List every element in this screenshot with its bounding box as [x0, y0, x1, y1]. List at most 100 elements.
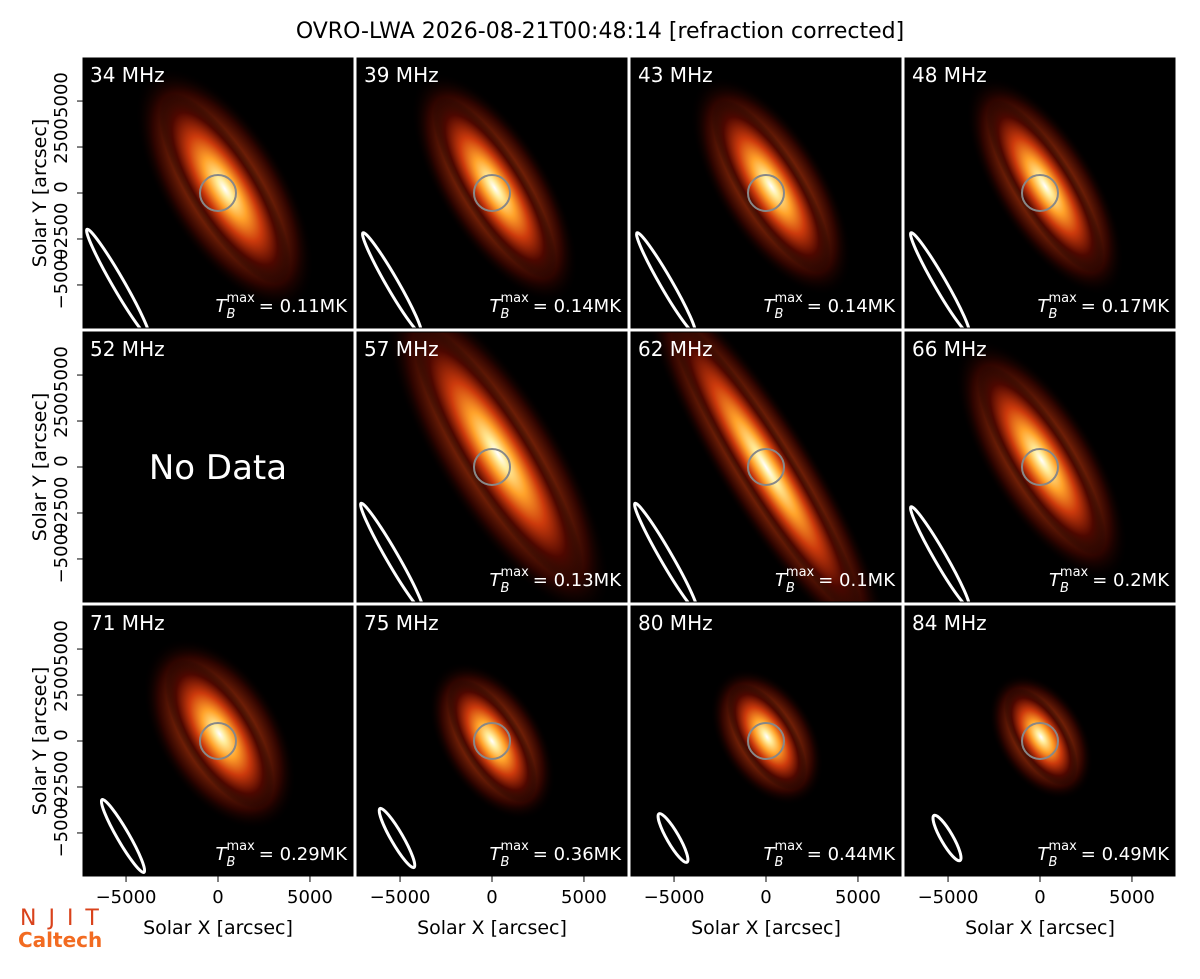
y-tick-label: 5000 [51, 72, 72, 118]
panel: 57 MHz TBmax = 0.13MK [357, 332, 627, 602]
tb-symbol: T [775, 570, 788, 591]
tb-max-annotation: TBmax = 0.49MK [1038, 839, 1171, 870]
panel: 62 MHz TBmax = 0.1MK [631, 332, 901, 602]
tb-sub: B [786, 581, 795, 596]
x-axis-label: Solar X [arcsec] [691, 917, 841, 939]
emission [727, 683, 807, 790]
panel-frame [904, 331, 1176, 603]
tb-symbol: T [1049, 570, 1062, 591]
beam [633, 501, 699, 602]
x-tick-label: −5000 [96, 887, 157, 908]
solar-disk [747, 722, 785, 760]
tb-sub: B [1049, 855, 1058, 870]
solar-disk [473, 174, 511, 212]
beam [99, 798, 147, 874]
y-tick-label: 5000 [51, 620, 72, 666]
tb-symbol: T [764, 844, 777, 865]
x-tick-label: −5000 [370, 887, 431, 908]
tb-symbol: T [490, 570, 503, 591]
tb-value: = 0.13MK [533, 570, 622, 591]
frequency-label: 39 MHz [364, 63, 439, 87]
tb-max-annotation: TBmax = 0.2MK [1049, 565, 1170, 596]
x-tick-label: 0 [212, 887, 223, 908]
tb-max-annotation: TBmax = 0.36MK [490, 839, 623, 870]
beam [909, 505, 971, 602]
solar-disk [1021, 174, 1059, 212]
solar-disk [747, 448, 785, 486]
frequency-label: 71 MHz [90, 611, 165, 635]
emission [432, 97, 557, 279]
y-tick-label: 2500 [51, 666, 72, 712]
y-tick-label: 0 [51, 455, 72, 466]
solar-disk [199, 174, 237, 212]
panel-frame [356, 331, 628, 603]
frequency-label: 75 MHz [364, 611, 439, 635]
tb-value: = 0.29MK [259, 844, 348, 865]
panel: 39 MHz TBmax = 0.14MK [357, 58, 627, 328]
frequency-label: 80 MHz [638, 611, 713, 635]
tb-symbol: T [490, 844, 503, 865]
x-tick-label: 0 [486, 887, 497, 908]
tb-symbol: T [216, 296, 229, 317]
solar-disk [1021, 722, 1059, 760]
tb-sub: B [775, 307, 784, 322]
frequency-label: 66 MHz [912, 337, 987, 361]
tb-value: = 0.49MK [1081, 844, 1170, 865]
solar-disk [473, 448, 511, 486]
x-tick-label: −5000 [918, 887, 979, 908]
tb-sup: max [1048, 291, 1077, 306]
tb-symbol: T [764, 296, 777, 317]
emission [158, 93, 291, 284]
x-tick-label: 0 [760, 887, 771, 908]
y-tick-label: 2500 [51, 118, 72, 164]
tb-max-annotation: TBmax = 0.1MK [775, 565, 896, 596]
y-tick-label: 0 [51, 181, 72, 192]
x-axis-label: Solar X [arcsec] [965, 917, 1115, 939]
frequency-label: 48 MHz [912, 63, 987, 87]
y-tick-label: −5000 [51, 249, 72, 310]
x-tick-label: 5000 [1109, 887, 1155, 908]
panel: 34 MHz TBmax = 0.11MK [83, 58, 353, 328]
tb-symbol: T [1038, 844, 1051, 865]
tb-max-annotation: TBmax = 0.14MK [764, 291, 897, 322]
y-tick-label: −2500 [51, 203, 72, 264]
tb-sup: max [500, 839, 529, 854]
solar-disk [199, 722, 237, 760]
panel: 48 MHz TBmax = 0.17MK [905, 58, 1175, 328]
y-axis-label: Solar Y [arcsec] [29, 667, 51, 815]
tb-value: = 0.2MK [1092, 570, 1170, 591]
y-tick-label: 0 [51, 729, 72, 740]
frequency-label: 62 MHz [638, 337, 713, 361]
tb-sub: B [1049, 307, 1058, 322]
emission [711, 99, 831, 273]
tb-sub: B [227, 855, 236, 870]
panel-background [83, 332, 353, 602]
emission [412, 332, 584, 583]
x-tick-label: 5000 [561, 887, 607, 908]
tb-sup: max [786, 565, 815, 580]
logo-caltech: Caltech [18, 928, 102, 952]
tb-symbol: T [490, 296, 503, 317]
tb-sub: B [501, 581, 510, 596]
x-tick-label: 5000 [835, 887, 881, 908]
tb-max-annotation: TBmax = 0.17MK [1038, 291, 1171, 322]
tb-max-annotation: TBmax = 0.11MK [216, 291, 349, 322]
tb-symbol: T [1038, 296, 1051, 317]
panel: 84 MHz TBmax = 0.49MK [905, 606, 1175, 876]
panel: 80 MHz TBmax = 0.44MK [631, 606, 901, 876]
figure-title: OVRO-LWA 2026-08-21T00:48:14 [refraction… [296, 19, 904, 44]
beam [931, 813, 963, 863]
beam [635, 231, 697, 328]
tb-value: = 0.11MK [259, 296, 348, 317]
panel-frame [356, 57, 628, 329]
tb-symbol: T [216, 844, 229, 865]
solar-disk [1021, 448, 1059, 486]
tb-value: = 0.36MK [533, 844, 622, 865]
panel: 75 MHz TBmax = 0.36MK [357, 606, 627, 876]
tb-max-annotation: TBmax = 0.13MK [490, 565, 623, 596]
panel: 66 MHz TBmax = 0.2MK [905, 332, 1175, 602]
beam [377, 806, 417, 870]
solar-disk [747, 174, 785, 212]
y-tick-label: −5000 [51, 523, 72, 584]
